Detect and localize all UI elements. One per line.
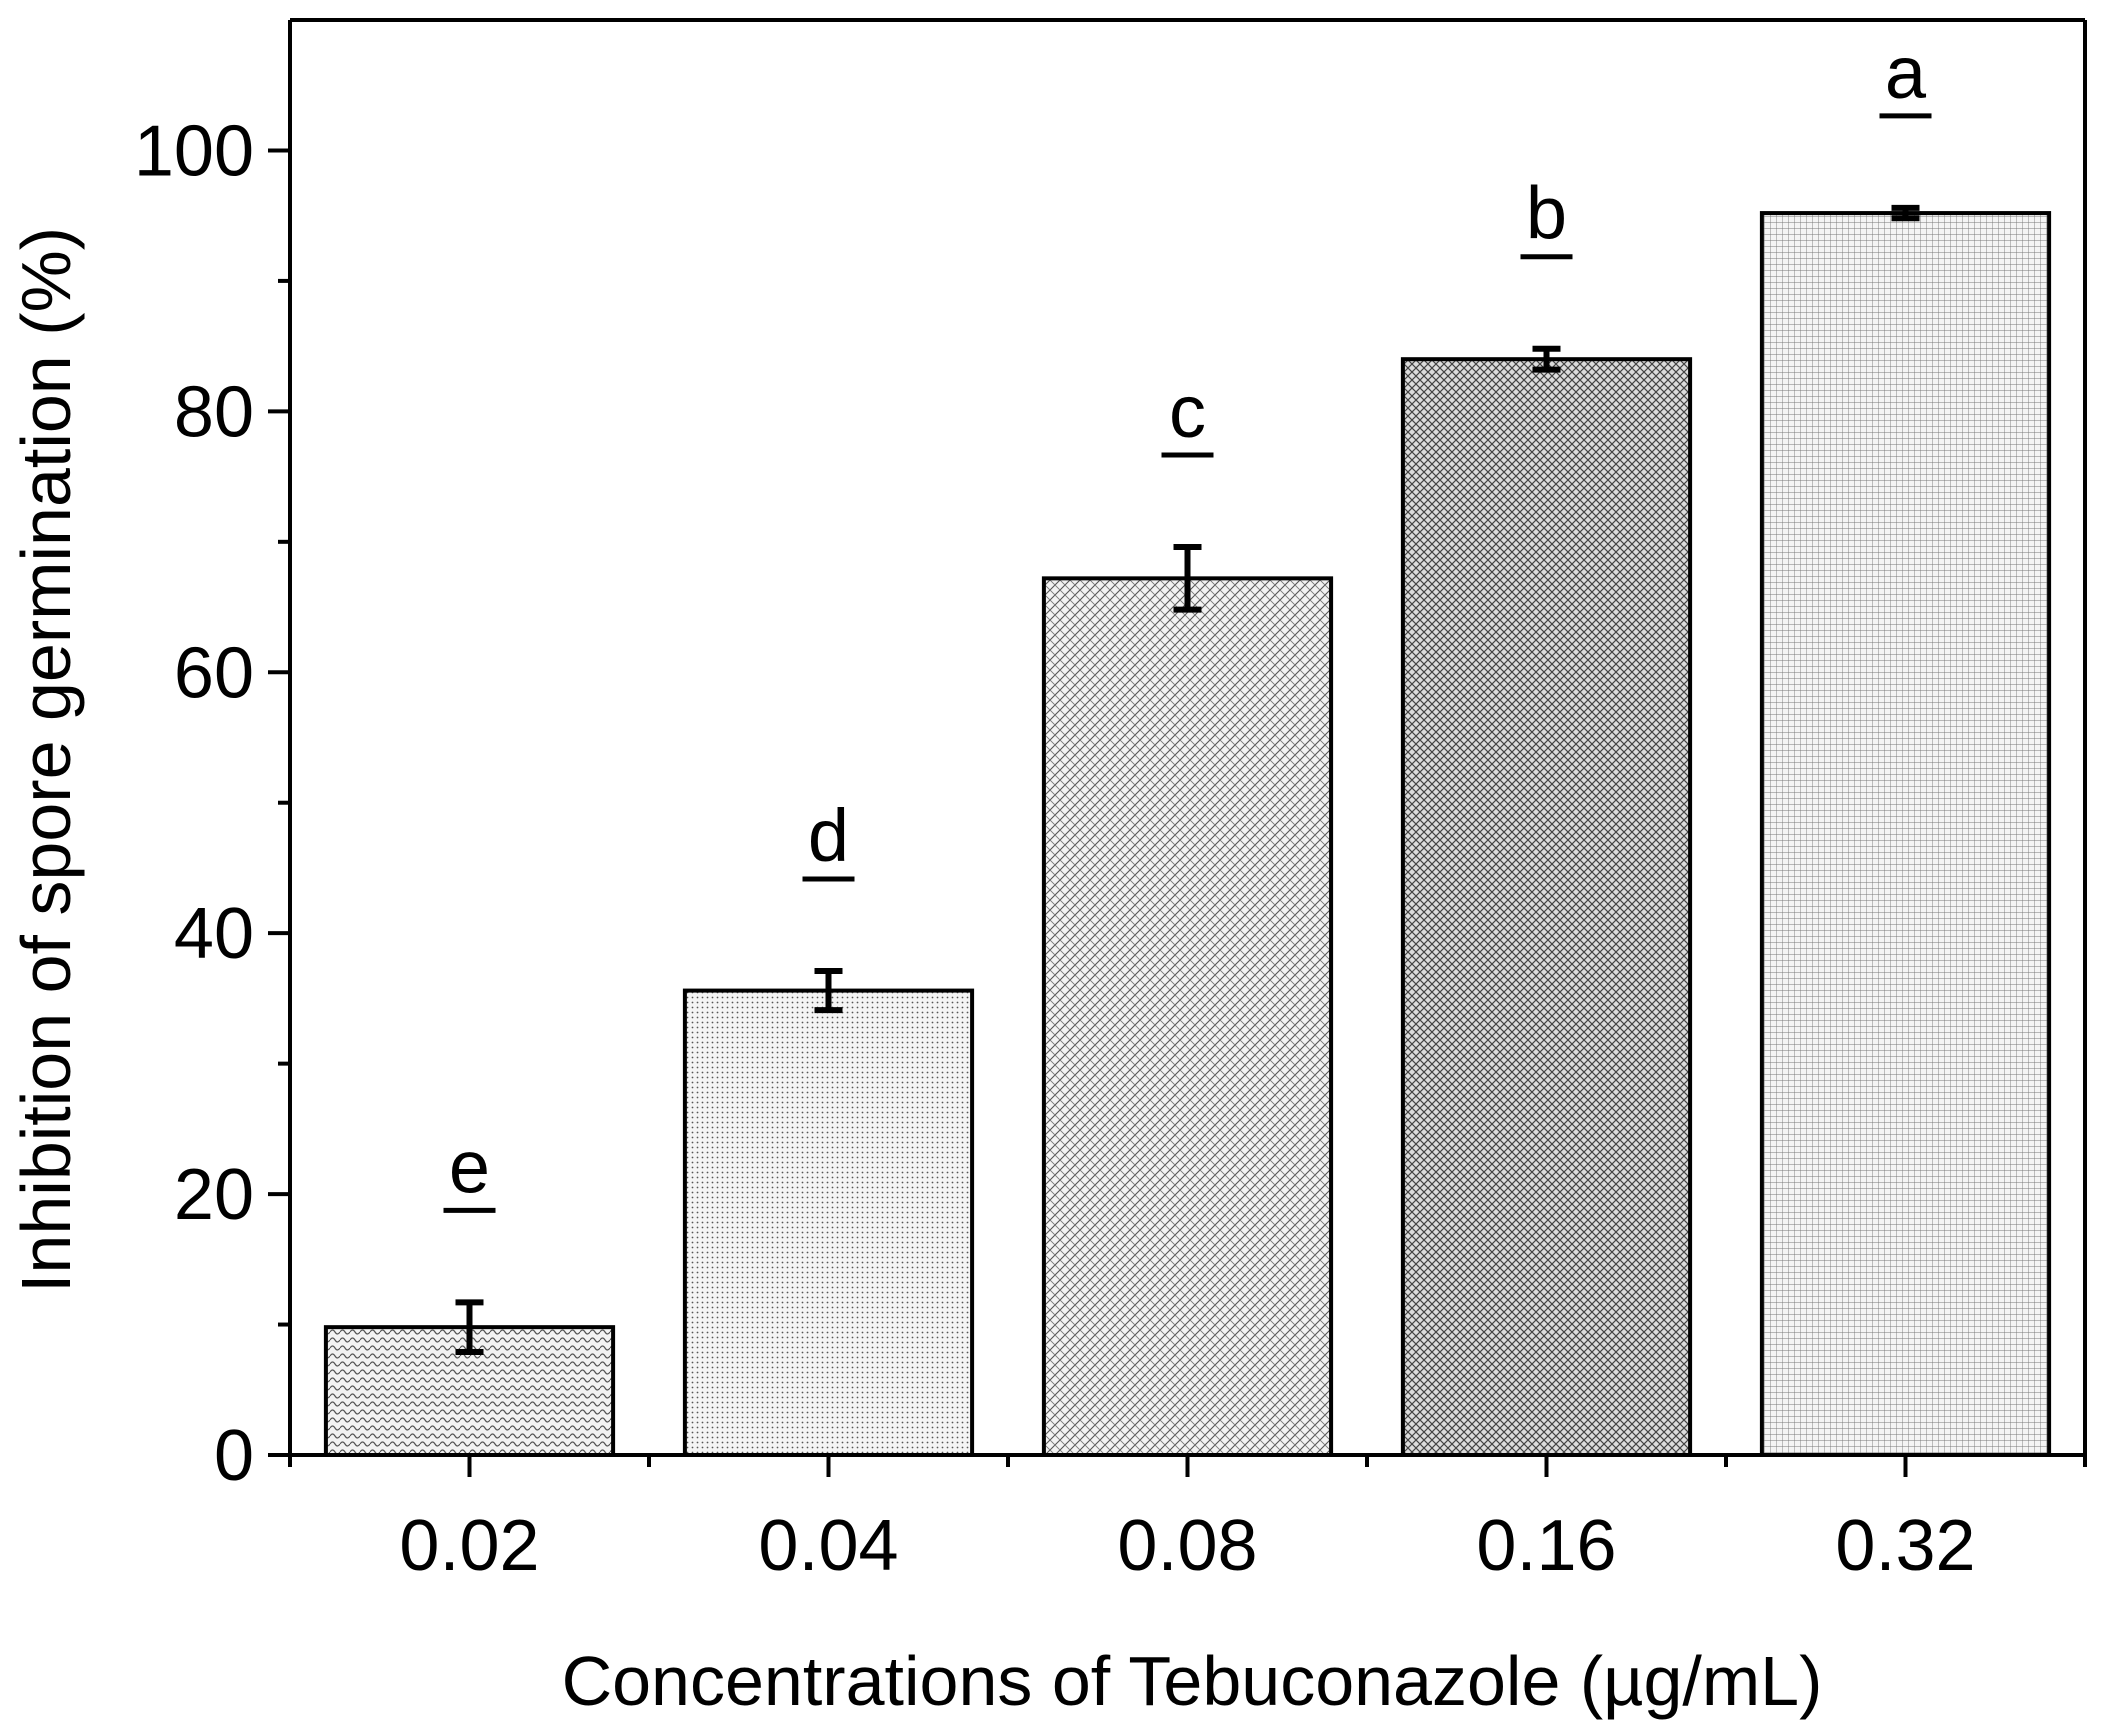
error-bar-0.04 — [814, 968, 843, 1014]
x-tick-label: 0.16 — [1476, 1506, 1616, 1586]
error-bar-0.08 — [1173, 544, 1202, 613]
y-tick-label: 60 — [174, 633, 254, 713]
x-axis-title: Concentrations of Tebuconazole (µg/mL) — [562, 1642, 1823, 1720]
error-bars-layer — [455, 204, 1920, 1355]
y-axis-title: Inhibition of spore germination (%) — [7, 227, 85, 1293]
y-tick-label: 100 — [134, 111, 254, 191]
bar-0.08 — [1041, 576, 1334, 1457]
error-bar-0.02 — [455, 1299, 484, 1355]
y-tick-label: 80 — [174, 372, 254, 452]
y-tick-label: 40 — [174, 894, 254, 974]
significance-labels-layer: e d c b a — [443, 31, 1932, 1213]
y-tick-label: 20 — [174, 1155, 254, 1235]
x-tick-label: 0.08 — [1117, 1506, 1257, 1586]
significance-label: e — [449, 1125, 490, 1208]
bar-0.04 — [682, 988, 975, 1458]
x-tick-label: 0.02 — [399, 1506, 539, 1586]
x-tick-label: 0.32 — [1835, 1506, 1975, 1586]
x-tick-label: 0.04 — [758, 1506, 898, 1586]
y-tick-label: 0 — [214, 1416, 254, 1496]
ticks-layer: 0 20 40 60 80 100 0.02 0.04 0.08 0.16 0.32 — [134, 111, 2087, 1586]
bar-0.16 — [1400, 357, 1693, 1458]
significance-label: c — [1169, 370, 1206, 453]
error-bar-0.32 — [1891, 204, 1920, 222]
significance-label: b — [1526, 172, 1567, 255]
bar-0.32 — [1759, 211, 2052, 1457]
error-bar-0.16 — [1532, 345, 1561, 373]
significance-label: a — [1885, 31, 1927, 114]
significance-label: d — [808, 794, 849, 877]
